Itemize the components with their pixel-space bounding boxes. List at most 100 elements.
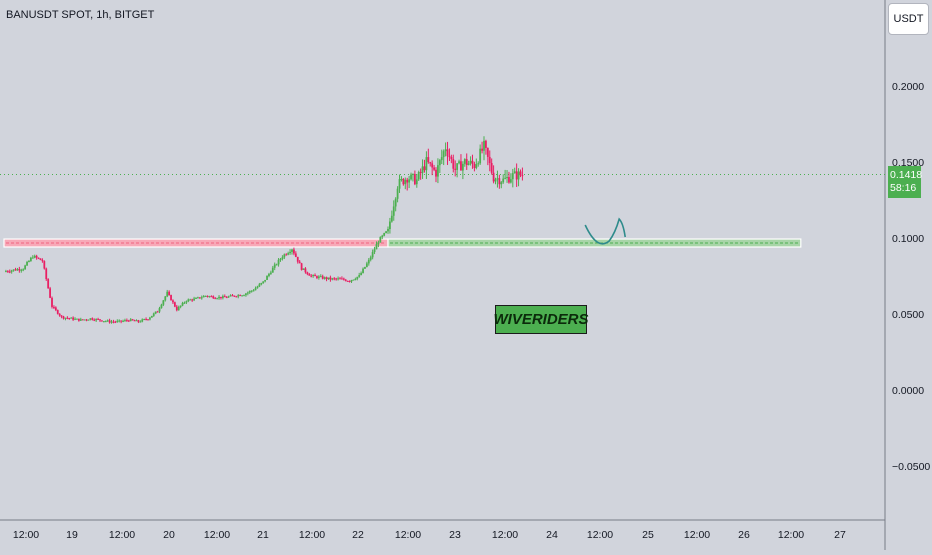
- x-tick-label: 12:00: [204, 529, 230, 541]
- candle-body: [341, 278, 343, 280]
- candle-body: [302, 268, 305, 270]
- candle-body: [152, 313, 155, 316]
- candle-body: [354, 278, 357, 280]
- y-tick-label: 0.2000: [892, 81, 924, 93]
- candle-body: [475, 164, 478, 169]
- candle-body: [435, 169, 437, 177]
- x-tick-label: 12:00: [778, 529, 804, 541]
- candle-body: [415, 179, 418, 185]
- candle-body: [450, 157, 453, 160]
- candle-body: [429, 162, 432, 164]
- candle-body: [53, 306, 55, 308]
- candle-body: [24, 265, 27, 270]
- x-tick-label: 26: [738, 529, 750, 541]
- candle-body: [206, 295, 209, 297]
- candle-body: [346, 280, 349, 282]
- candle-body: [398, 179, 401, 189]
- candle-body: [116, 320, 119, 322]
- candle-body: [440, 157, 443, 161]
- candle-body: [120, 320, 123, 322]
- candle-body: [179, 305, 182, 307]
- candle-body: [114, 321, 117, 323]
- candle-body: [377, 242, 380, 245]
- candle-body: [496, 178, 499, 180]
- candle-body: [362, 268, 364, 273]
- candle-body: [5, 271, 7, 273]
- candle-body: [438, 160, 441, 166]
- candle-body: [189, 299, 192, 301]
- candle-body: [490, 163, 493, 173]
- candle-body: [254, 288, 257, 291]
- candle-body: [195, 297, 197, 299]
- candle-body: [385, 231, 387, 234]
- candle-body: [502, 178, 505, 183]
- candle-body: [41, 260, 44, 262]
- candle-body: [210, 296, 213, 298]
- candle-body: [258, 284, 261, 287]
- candle-body: [294, 253, 297, 257]
- candle-body: [262, 281, 265, 283]
- candle-body: [291, 249, 293, 252]
- candle-body: [250, 290, 253, 292]
- candle-body: [200, 297, 203, 299]
- candle-body: [494, 179, 497, 182]
- candle-body: [8, 271, 11, 273]
- candle-body: [39, 258, 42, 261]
- candle-body: [37, 257, 40, 259]
- candle-body: [173, 302, 176, 307]
- candle-body: [72, 317, 75, 320]
- candle-body: [333, 278, 336, 280]
- candle-body: [417, 172, 420, 180]
- candle-body: [387, 229, 389, 232]
- x-tick-label: 12:00: [109, 529, 135, 541]
- candle-body: [260, 282, 263, 285]
- candle-body: [68, 318, 71, 320]
- candle-body: [79, 319, 82, 321]
- candle-body: [408, 179, 411, 183]
- candle-body: [517, 171, 520, 180]
- candle-body: [325, 277, 328, 280]
- candle-body: [373, 249, 376, 253]
- candle-body: [319, 276, 322, 278]
- candle-body: [273, 264, 276, 268]
- candle-body: [321, 276, 324, 279]
- candle-body: [218, 296, 220, 299]
- candle-body: [310, 275, 313, 277]
- candle-body: [175, 306, 178, 311]
- candle-body: [158, 308, 161, 312]
- candle-body: [177, 306, 180, 311]
- candle-body: [81, 319, 84, 321]
- candle-body: [458, 161, 460, 164]
- x-tick-label: 25: [642, 529, 654, 541]
- candle-body: [412, 174, 414, 176]
- candle-body: [22, 269, 25, 271]
- candle-body: [133, 320, 136, 322]
- candle-body: [327, 277, 330, 280]
- candle-body: [197, 297, 199, 299]
- candle-body: [396, 188, 399, 199]
- candle-body: [223, 296, 226, 298]
- candle-body: [485, 140, 487, 148]
- y-tick-label: 0.1000: [892, 233, 924, 245]
- candle-body: [139, 321, 142, 323]
- candle-body: [10, 270, 13, 272]
- candle-body: [394, 198, 397, 207]
- candle-body: [150, 315, 153, 318]
- candle-body: [504, 177, 507, 179]
- candle-body: [389, 221, 391, 230]
- candle-body: [170, 295, 172, 301]
- candle-body: [342, 278, 345, 280]
- candle-body: [66, 317, 69, 319]
- candle-body: [479, 148, 482, 164]
- candle-body: [245, 293, 247, 296]
- candle-body: [76, 318, 78, 320]
- candle-body: [506, 177, 508, 179]
- candle-body: [465, 159, 468, 165]
- candle-body: [344, 279, 347, 281]
- x-tick-label: 24: [546, 529, 558, 541]
- candle-body: [348, 280, 351, 282]
- currency-selector[interactable]: USDT: [888, 3, 929, 35]
- candle-body: [287, 253, 290, 255]
